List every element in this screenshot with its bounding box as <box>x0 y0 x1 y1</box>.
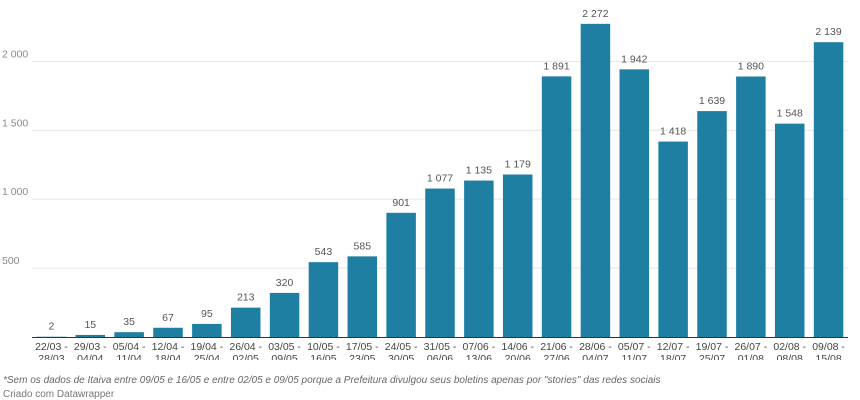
x-tick-label: 25/04 <box>194 353 220 360</box>
value-label: 95 <box>201 308 213 320</box>
bar <box>736 76 766 337</box>
x-tick-label: 02/08 - <box>773 341 806 353</box>
value-label: 2 <box>49 321 55 333</box>
bar <box>774 123 805 337</box>
x-tick-label: 27/06 <box>543 353 569 360</box>
value-label: 1 891 <box>543 60 569 72</box>
bar <box>502 174 533 337</box>
value-label: 1 179 <box>505 159 531 171</box>
x-tick-label: 15/08 <box>815 353 841 360</box>
x-tick-label: 20/06 <box>505 353 531 360</box>
x-tick-label: 18/07 <box>660 353 686 360</box>
y-tick-label: 1 500 <box>2 117 28 129</box>
x-tick-label: 12/04 - <box>152 341 185 353</box>
y-tick-label: 500 <box>2 255 20 267</box>
bar <box>425 188 455 337</box>
value-label: 1 418 <box>660 126 686 138</box>
x-tick-label: 22/03 - <box>35 341 68 353</box>
x-tick-label: 23/05 <box>349 353 375 360</box>
value-label: 320 <box>276 277 294 289</box>
bar <box>386 212 416 337</box>
x-tick-label: 16/05 <box>310 353 336 360</box>
x-tick-label: 05/07 - <box>618 341 651 353</box>
bar <box>619 69 650 337</box>
x-tick-label: 28/06 - <box>579 341 612 353</box>
x-tick-label: 25/07 <box>699 353 725 360</box>
y-tick-label: 1 000 <box>2 186 28 198</box>
x-tick-label: 09/08 - <box>812 341 845 353</box>
x-tick-label: 26/07 - <box>735 341 768 353</box>
bar <box>230 307 261 337</box>
x-tick-label: 12/07 - <box>657 341 690 353</box>
bar <box>308 262 339 337</box>
x-tick-label: 26/04 - <box>229 341 262 353</box>
x-tick-label: 31/05 - <box>424 341 457 353</box>
x-axis-ticks: 22/03 -28/03 29/03 -04/04 05/04 -11/04 12/0… <box>35 341 845 360</box>
x-tick-label: 19/04 - <box>191 341 224 353</box>
y-tick-label: 2 000 <box>2 48 28 60</box>
x-tick-label: 04/04 <box>77 353 103 360</box>
x-tick-label: 30/05 <box>388 353 414 360</box>
x-tick-label: 11/07 <box>622 353 648 360</box>
value-label: 543 <box>315 246 333 258</box>
bar <box>580 23 611 337</box>
footnote: *Sem os dados de Itaiva entre 09/05 e 16… <box>3 375 661 386</box>
bar <box>347 256 378 337</box>
x-tick-label: 05/04 - <box>113 341 146 353</box>
value-label: 213 <box>237 292 255 304</box>
value-label: 1 942 <box>621 53 647 65</box>
x-tick-label: 10/05 - <box>307 341 340 353</box>
x-tick-label: 01/08 <box>738 353 764 360</box>
value-label: 1 135 <box>466 165 492 177</box>
x-tick-label: 28/03 <box>38 353 64 360</box>
value-label: 1 890 <box>738 61 764 73</box>
x-tick-label: 09/05 <box>271 353 297 360</box>
value-label: 1 548 <box>777 108 803 120</box>
value-label: 2 139 <box>815 26 841 38</box>
bar <box>75 334 106 337</box>
value-label: 15 <box>84 319 96 331</box>
weekly-bar-chart: 500 1 000 1 500 2 000 2 15 35 67 95 213 320 543 585… <box>2 8 848 360</box>
bar <box>192 323 222 337</box>
x-tick-label: 19/07 - <box>696 341 729 353</box>
bar <box>658 141 688 337</box>
x-tick-label: 18/04 <box>155 353 181 360</box>
bar <box>114 332 144 337</box>
x-tick-label: 17/05 - <box>346 341 379 353</box>
x-tick-label: 14/06 - <box>501 341 534 353</box>
bar <box>697 111 727 337</box>
bar <box>153 327 183 337</box>
value-labels: 2 15 35 67 95 213 320 543 585 901 1 077 1 135 1 179 1… <box>49 8 842 333</box>
value-label: 1 639 <box>699 95 725 107</box>
x-tick-label: 11/04 <box>116 353 142 360</box>
bars <box>36 23 844 337</box>
value-label: 585 <box>354 240 372 252</box>
value-label: 901 <box>392 197 410 209</box>
x-tick-label: 07/06 - <box>463 341 496 353</box>
value-label: 35 <box>123 316 135 328</box>
x-tick-label: 08/08 <box>777 353 803 360</box>
credit-line: Criado com Datawrapper <box>3 389 115 400</box>
x-tick-label: 13/06 <box>466 353 492 360</box>
value-label: 2 272 <box>582 8 608 20</box>
value-label: 1 077 <box>427 173 453 185</box>
value-label: 67 <box>162 312 174 324</box>
x-tick-label: 04/07 <box>582 353 608 360</box>
x-tick-label: 03/05 - <box>268 341 301 353</box>
bar <box>269 292 300 337</box>
bar <box>464 180 494 337</box>
bar <box>541 76 572 337</box>
x-tick-label: 29/03 - <box>74 341 107 353</box>
bar <box>813 42 844 337</box>
x-tick-label: 24/05 - <box>385 341 418 353</box>
x-tick-label: 02/05 <box>233 353 259 360</box>
x-tick-label: 06/06 <box>427 353 453 360</box>
x-tick-label: 21/06 - <box>540 341 573 353</box>
